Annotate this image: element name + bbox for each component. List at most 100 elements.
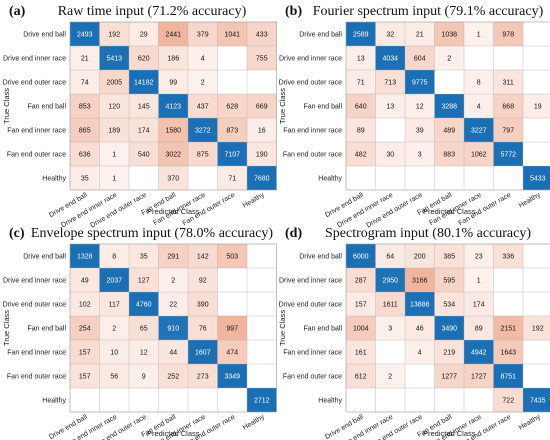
cell-value: 89 [475, 326, 483, 333]
y-tick-label: Fan end outer race [7, 152, 66, 159]
matrix-cell [434, 166, 464, 190]
matrix-cell [346, 118, 376, 142]
matrix-cell [99, 268, 129, 292]
cell-value: 174 [138, 128, 150, 135]
matrix-cell [129, 268, 159, 292]
matrix-cell [493, 22, 523, 46]
cell-value: 311 [503, 80, 514, 87]
matrix-cell [434, 388, 464, 412]
cell-value: 7107 [224, 152, 240, 159]
cell-value: 865 [79, 128, 91, 135]
cell-value: 22 [169, 302, 177, 309]
matrix-cell [99, 166, 129, 190]
cell-value: 978 [502, 32, 514, 39]
cell-value: 489 [443, 128, 455, 135]
matrix-cell [405, 364, 435, 388]
matrix-cell [70, 340, 100, 364]
cell-value: 92 [199, 278, 207, 285]
matrix-cell [247, 22, 277, 46]
cell-value: 2950 [382, 278, 398, 285]
cell-value: 4034 [382, 56, 398, 63]
matrix-cell [346, 94, 376, 118]
matrix-cell [99, 292, 129, 316]
matrix-cell [99, 340, 129, 364]
matrix-cell [375, 166, 405, 190]
matrix-cell [405, 268, 435, 292]
matrix-cell [158, 70, 188, 94]
y-tick-label: Drive end ball [299, 254, 342, 261]
matrix-cell [247, 388, 277, 412]
matrix-cell [375, 70, 405, 94]
matrix-cell [247, 316, 277, 340]
matrix-cell [188, 388, 218, 412]
cell-value: 4 [477, 104, 481, 111]
matrix-cell [523, 142, 550, 166]
cell-value: 1 [477, 32, 481, 39]
cell-value: 35 [140, 254, 148, 261]
matrix-cell [129, 166, 159, 190]
cell-value: 13 [386, 104, 394, 111]
cell-value: 71 [228, 176, 236, 183]
cell-value: 117 [109, 302, 120, 309]
matrix-cell [375, 268, 405, 292]
matrix-cell [523, 292, 550, 316]
y-axis-label: True Class [278, 88, 287, 124]
cell-value: 3288 [441, 104, 457, 111]
matrix-cell [434, 268, 464, 292]
matrix-cell [405, 142, 435, 166]
matrix-cell [493, 292, 523, 316]
matrix-cell [70, 388, 100, 412]
matrix-cell [70, 316, 100, 340]
panel-label: (b) [285, 4, 302, 19]
cell-value: 186 [167, 56, 179, 63]
cell-value: 89 [357, 128, 365, 135]
cell-value: 437 [197, 104, 209, 111]
cell-value: 2441 [165, 32, 181, 39]
matrix-cell [188, 316, 218, 340]
cell-value: 797 [502, 128, 514, 135]
matrix-cell [129, 244, 159, 268]
matrix-cell [493, 70, 523, 94]
matrix-cell [70, 22, 100, 46]
cell-value: 3490 [441, 326, 457, 333]
y-tick-label: Fan end outer race [283, 374, 342, 381]
matrix-cell [346, 244, 376, 268]
cell-value: 3 [388, 326, 392, 333]
cell-value: 6000 [353, 254, 369, 261]
matrix-cell [70, 118, 100, 142]
cell-value: 636 [79, 152, 91, 159]
cell-value: 2 [171, 278, 175, 285]
matrix-cell [434, 244, 464, 268]
matrix-cell [434, 316, 464, 340]
matrix-cell [346, 268, 376, 292]
matrix-cell [464, 142, 494, 166]
matrix-cell [405, 46, 435, 70]
chart-title: Spectrogram input (80.1% accuracy) [325, 226, 531, 241]
cell-value: 1328 [77, 254, 93, 261]
cell-value: 604 [414, 56, 426, 63]
matrix-cell [158, 46, 188, 70]
cell-value: 8 [112, 254, 116, 261]
cell-value: 21 [416, 32, 424, 39]
cell-value: 13 [357, 56, 365, 63]
cell-value: 3 [418, 152, 422, 159]
matrix-cell [493, 94, 523, 118]
matrix-cell [346, 340, 376, 364]
cell-value: 669 [256, 104, 268, 111]
matrix-cell [464, 94, 494, 118]
cell-value: 2037 [106, 278, 122, 285]
cell-value: 14182 [134, 80, 154, 87]
matrix-cell [70, 268, 100, 292]
matrix-cell [188, 268, 218, 292]
matrix-cell [247, 118, 277, 142]
cell-value: 13886 [410, 302, 430, 309]
cell-value: 4 [418, 350, 422, 357]
matrix-cell [188, 244, 218, 268]
matrix-cell [405, 22, 435, 46]
cell-value: 482 [355, 152, 367, 159]
matrix-cell [217, 166, 247, 190]
cell-value: 4942 [471, 350, 487, 357]
matrix-cell [188, 142, 218, 166]
cell-value: 875 [197, 152, 209, 159]
cell-value: 1643 [500, 350, 516, 357]
